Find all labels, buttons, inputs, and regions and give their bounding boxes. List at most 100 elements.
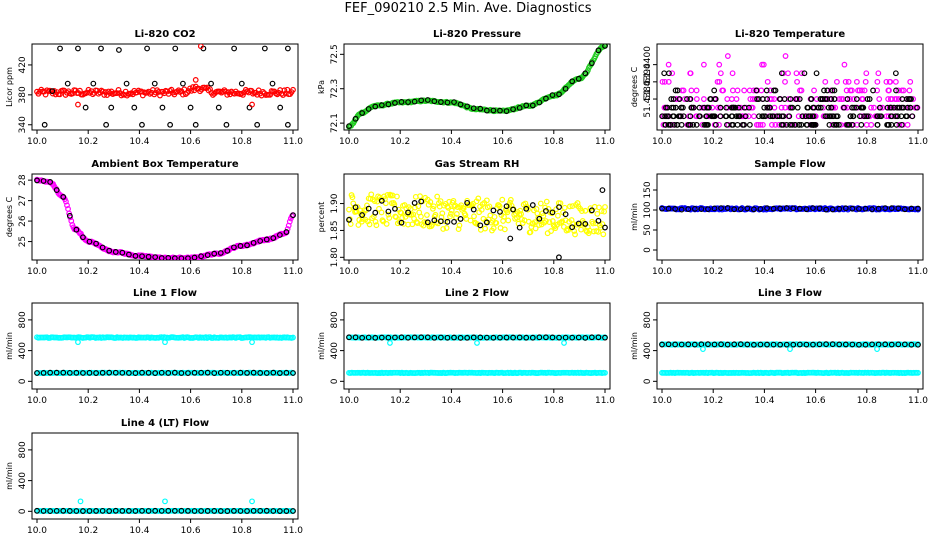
data-point (284, 121, 291, 128)
data-point (490, 207, 497, 214)
data-point (829, 87, 836, 94)
data-point (77, 498, 84, 505)
plot-marks (659, 205, 921, 213)
data-point (411, 200, 418, 206)
data-point (424, 212, 430, 218)
x-tick-label: 10.0 (339, 396, 359, 406)
plot-marks (659, 53, 921, 128)
x-tick-label: 10.6 (493, 137, 513, 147)
data-point (871, 104, 877, 111)
data-point (840, 104, 847, 111)
y-tick-label: 400 (18, 472, 28, 489)
data-point (53, 369, 60, 376)
data-point (688, 104, 695, 111)
data-point (662, 121, 669, 128)
x-tick-label: 10.0 (27, 137, 47, 147)
data-point (862, 78, 869, 85)
data-point (101, 92, 108, 98)
data-point (561, 340, 567, 346)
data-point (284, 45, 291, 52)
data-point (862, 205, 869, 212)
data-point (677, 113, 684, 120)
data-point (231, 45, 238, 52)
data-point (572, 231, 578, 238)
x-tick-label: 10.2 (390, 137, 410, 147)
data-point (861, 87, 868, 94)
data-point (392, 205, 398, 212)
data-point (231, 369, 237, 376)
data-point (549, 209, 556, 216)
data-point (556, 334, 562, 341)
data-point (737, 206, 744, 213)
data-point (89, 91, 96, 98)
data-point (756, 113, 762, 120)
data-point (569, 78, 576, 85)
data-point (754, 96, 760, 102)
data-point (828, 96, 835, 102)
data-point (885, 87, 892, 94)
data-point (237, 508, 244, 514)
data-point (735, 104, 742, 111)
data-point (562, 334, 569, 341)
data-point (451, 218, 457, 225)
data-point (152, 254, 159, 260)
data-point (859, 87, 865, 94)
data-point (250, 239, 257, 246)
data-point (215, 104, 222, 111)
data-point (569, 334, 576, 341)
data-point (715, 104, 721, 111)
data-point (599, 187, 606, 194)
data-point (359, 110, 366, 116)
data-point (34, 507, 40, 514)
data-point (709, 113, 716, 120)
data-point (794, 104, 801, 111)
data-point (746, 121, 753, 128)
data-point (893, 87, 899, 94)
data-point (664, 113, 670, 120)
data-point (753, 87, 760, 94)
data-point (751, 113, 757, 120)
data-point (753, 121, 760, 128)
data-point (895, 96, 902, 102)
data-point (455, 226, 462, 233)
data-point (602, 204, 608, 210)
data-point (40, 178, 47, 184)
data-point (516, 224, 523, 231)
data-point (783, 205, 790, 211)
data-point (178, 255, 185, 260)
data-point (503, 108, 510, 115)
data-point (904, 113, 910, 120)
data-point (270, 508, 277, 514)
x-tick-label: 10.4 (441, 267, 461, 277)
data-point (737, 341, 744, 348)
y-tick-label: 72.3 (330, 79, 340, 99)
x-tick-label: 10.6 (181, 526, 201, 536)
panel-5: Gas Stream RH 10.0 10.2 10.4 10.6 10.8 11.0 1.8… (317, 159, 615, 277)
x-tick-label: 10.4 (441, 396, 461, 406)
data-point (283, 508, 290, 514)
plot-frame (31, 432, 299, 520)
data-point (34, 177, 40, 184)
data-point (106, 247, 113, 254)
data-point (700, 61, 707, 68)
data-point (497, 208, 503, 215)
data-point (866, 113, 873, 120)
data-point (702, 121, 709, 128)
data-point (411, 98, 418, 105)
data-point (909, 113, 916, 120)
data-point (665, 78, 672, 85)
data-point (527, 103, 533, 110)
data-point (516, 104, 523, 111)
data-point (131, 104, 138, 111)
data-point (464, 199, 471, 206)
data-point (80, 234, 86, 241)
data-point (555, 212, 561, 219)
data-point (392, 100, 398, 106)
data-point (41, 121, 48, 128)
data-point (167, 121, 174, 128)
data-point (828, 104, 835, 111)
data-point (668, 96, 675, 102)
data-point (843, 87, 850, 94)
data-point (746, 87, 753, 94)
data-point (907, 104, 914, 111)
